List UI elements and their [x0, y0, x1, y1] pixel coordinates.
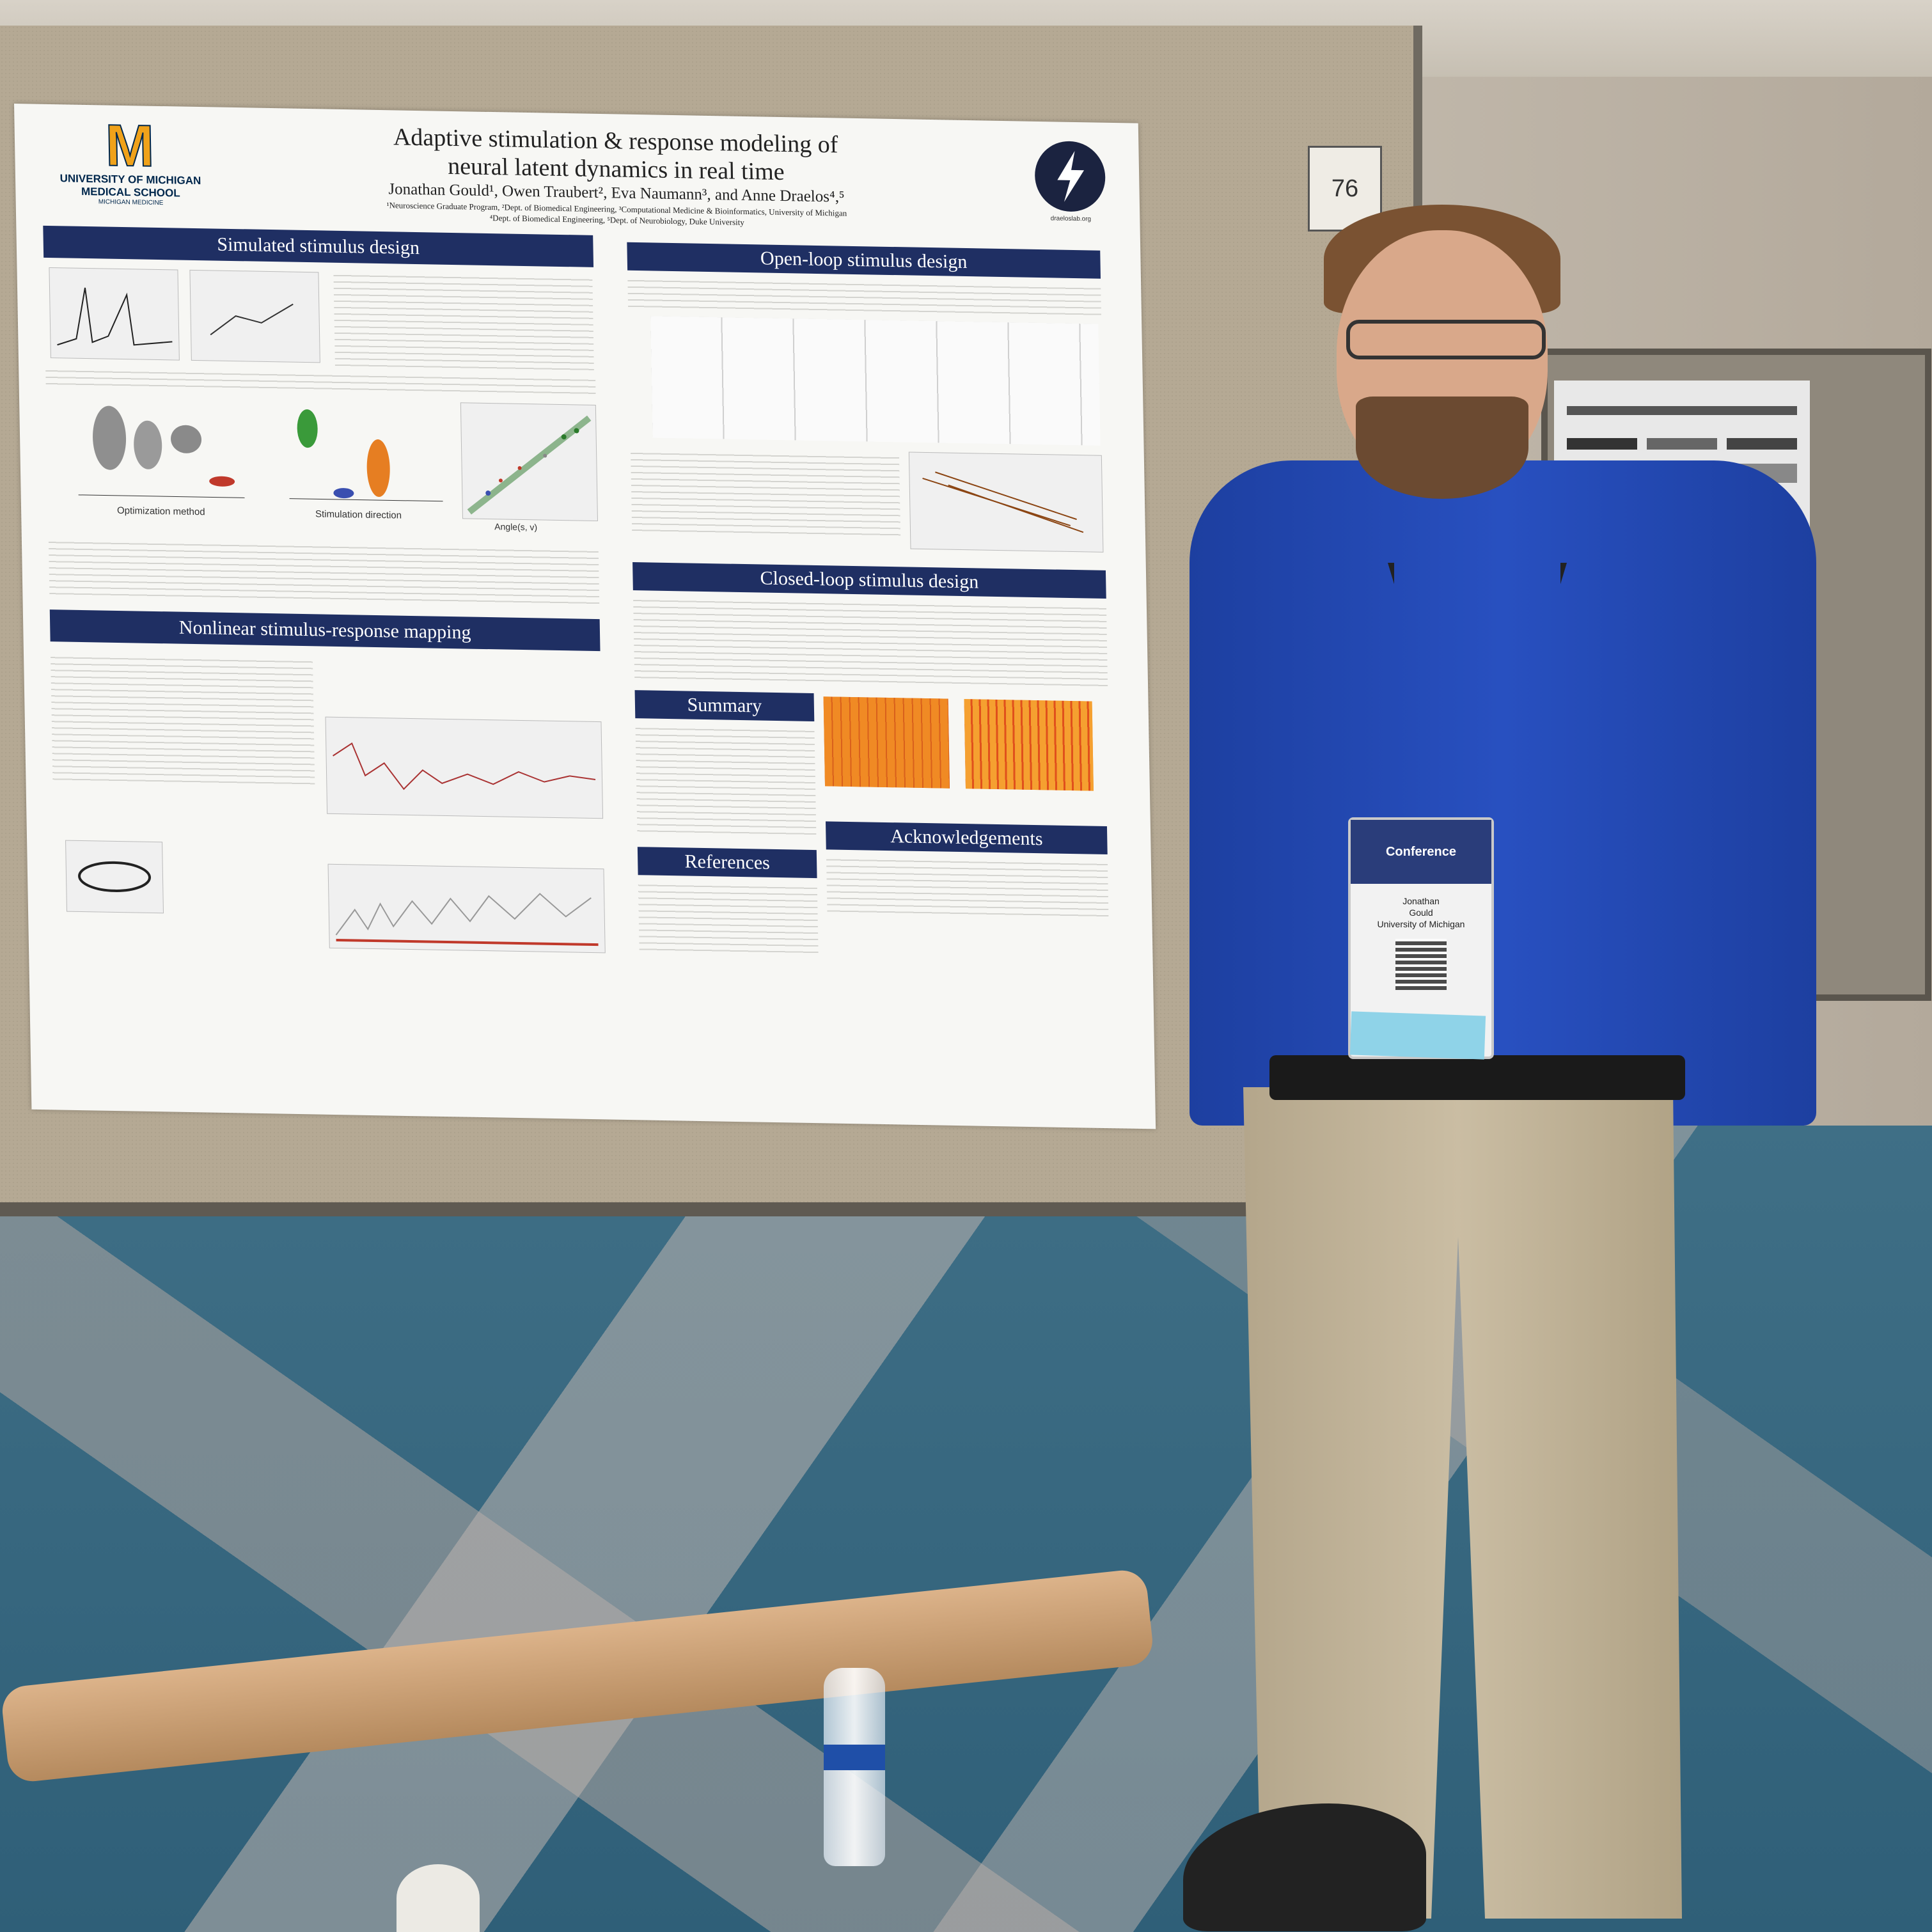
simulated-body-text [333, 272, 594, 373]
references-text [638, 882, 819, 956]
acknowledgements-text [826, 856, 1109, 920]
lab-url: draeloslab.org [1050, 215, 1092, 223]
water-bottle-label [824, 1745, 885, 1770]
badge-conference-banner: Conference [1351, 820, 1491, 884]
open-loop-body-text [627, 277, 1102, 318]
open-loop-trace-grid [650, 316, 1101, 446]
person-shirt [1190, 460, 1816, 1126]
section-header-summary: Summary [634, 690, 815, 721]
open-loop-analysis-text [631, 450, 901, 538]
section-header-nonlinear: Nonlinear stimulus-response mapping [49, 609, 601, 652]
section-header-acknowledgements: Acknowledgements [826, 821, 1108, 855]
equation-and-text [48, 539, 600, 607]
section-header-open-loop: Open-loop stimulus design [627, 242, 1101, 279]
lightning-icon [1057, 150, 1085, 202]
summary-bullets [635, 725, 817, 838]
section-header-references: References [637, 847, 817, 879]
violin-x-label-direction: Stimulation direction [315, 508, 402, 521]
heatmap-left [823, 696, 950, 789]
violin-plot-direction [281, 402, 450, 508]
badge-affiliation: University of Michigan [1377, 919, 1465, 929]
scatter-plot-angles [460, 402, 598, 522]
person-beard [1356, 397, 1528, 499]
figure-response-trace [325, 716, 604, 819]
nonlinear-body-text [51, 654, 315, 787]
closed-loop-body-text [633, 597, 1108, 689]
glasses-icon [1346, 320, 1546, 359]
figure-latent-trajectories [908, 452, 1104, 553]
qr-code-icon [1395, 939, 1447, 990]
section-header-simulated: Simulated stimulus design [43, 225, 594, 267]
scatter-x-label: Angle(s, v) [494, 521, 538, 533]
section-header-closed-loop: Closed-loop stimulus design [632, 562, 1106, 599]
person-belt [1269, 1055, 1685, 1100]
badge-last-name: Gould [1409, 907, 1433, 918]
badge-first-name: Jonathan [1402, 896, 1440, 906]
lab-logo [1034, 140, 1106, 212]
simulated-intro-text [45, 367, 596, 395]
badge-ribbon [1349, 1011, 1486, 1060]
block-m-logo: M [104, 112, 155, 179]
figure-toy-system [65, 840, 164, 914]
figure-latent-space [189, 269, 320, 363]
research-poster: M UNIVERSITY OF MICHIGAN MEDICAL SCHOOL … [14, 104, 1156, 1129]
figure-error-histogram [327, 863, 606, 954]
violin-x-label-optimization: Optimization method [116, 505, 205, 518]
badge-text: Jonathan Gould University of Michigan [1351, 884, 1491, 930]
institution-name: UNIVERSITY OF MICHIGAN [59, 172, 201, 187]
heatmap-right [964, 699, 1094, 791]
figure-traces [49, 267, 180, 361]
violin-plot-optimization [64, 398, 251, 504]
university-logo: M UNIVERSITY OF MICHIGAN MEDICAL SCHOOL … [52, 112, 207, 207]
bottle-cap [397, 1864, 480, 1932]
